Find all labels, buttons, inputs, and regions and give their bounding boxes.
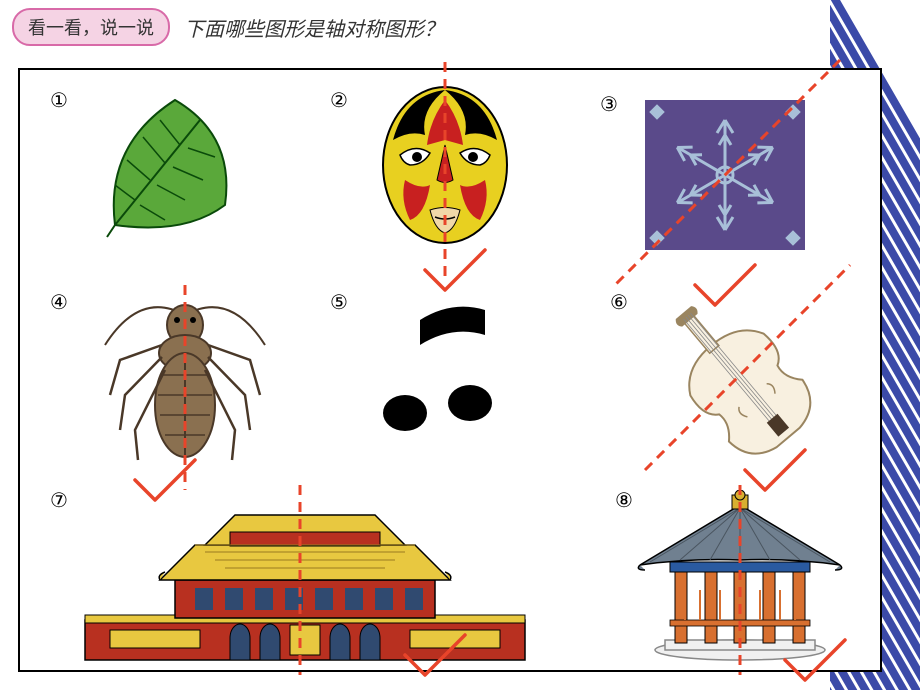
- figure-frame: ① ② ③ ④ ⑤ ⑥ ⑦ ⑧: [18, 68, 882, 672]
- item-number-6: ⑥: [610, 290, 628, 315]
- item-number-2: ②: [330, 88, 348, 113]
- checkmark-2: [420, 250, 490, 300]
- instruction-badge: 看一看，说一说: [12, 8, 170, 46]
- item-number-7: ⑦: [50, 488, 68, 513]
- checkmark-3: [690, 265, 760, 315]
- item-number-3: ③: [600, 92, 618, 117]
- checkmark-7: [400, 635, 470, 685]
- item-number-4: ④: [50, 290, 68, 315]
- figure-gate: [65, 490, 545, 665]
- checkmark-8: [780, 640, 850, 690]
- item-number-5: ⑤: [330, 290, 348, 315]
- item-number-8: ⑧: [615, 488, 633, 513]
- checkmark-6: [740, 450, 810, 500]
- checkmark-4: [130, 460, 200, 510]
- question-text: 下面哪些图形是轴对称图形？: [184, 13, 444, 42]
- figure-music-note: [365, 295, 525, 455]
- figure-pavilion: [630, 490, 850, 665]
- figure-snowflake: [645, 100, 805, 250]
- item-number-1: ①: [50, 88, 68, 113]
- figure-insect: [80, 285, 290, 475]
- figure-mask: [375, 85, 515, 255]
- figure-leaf: [85, 85, 255, 245]
